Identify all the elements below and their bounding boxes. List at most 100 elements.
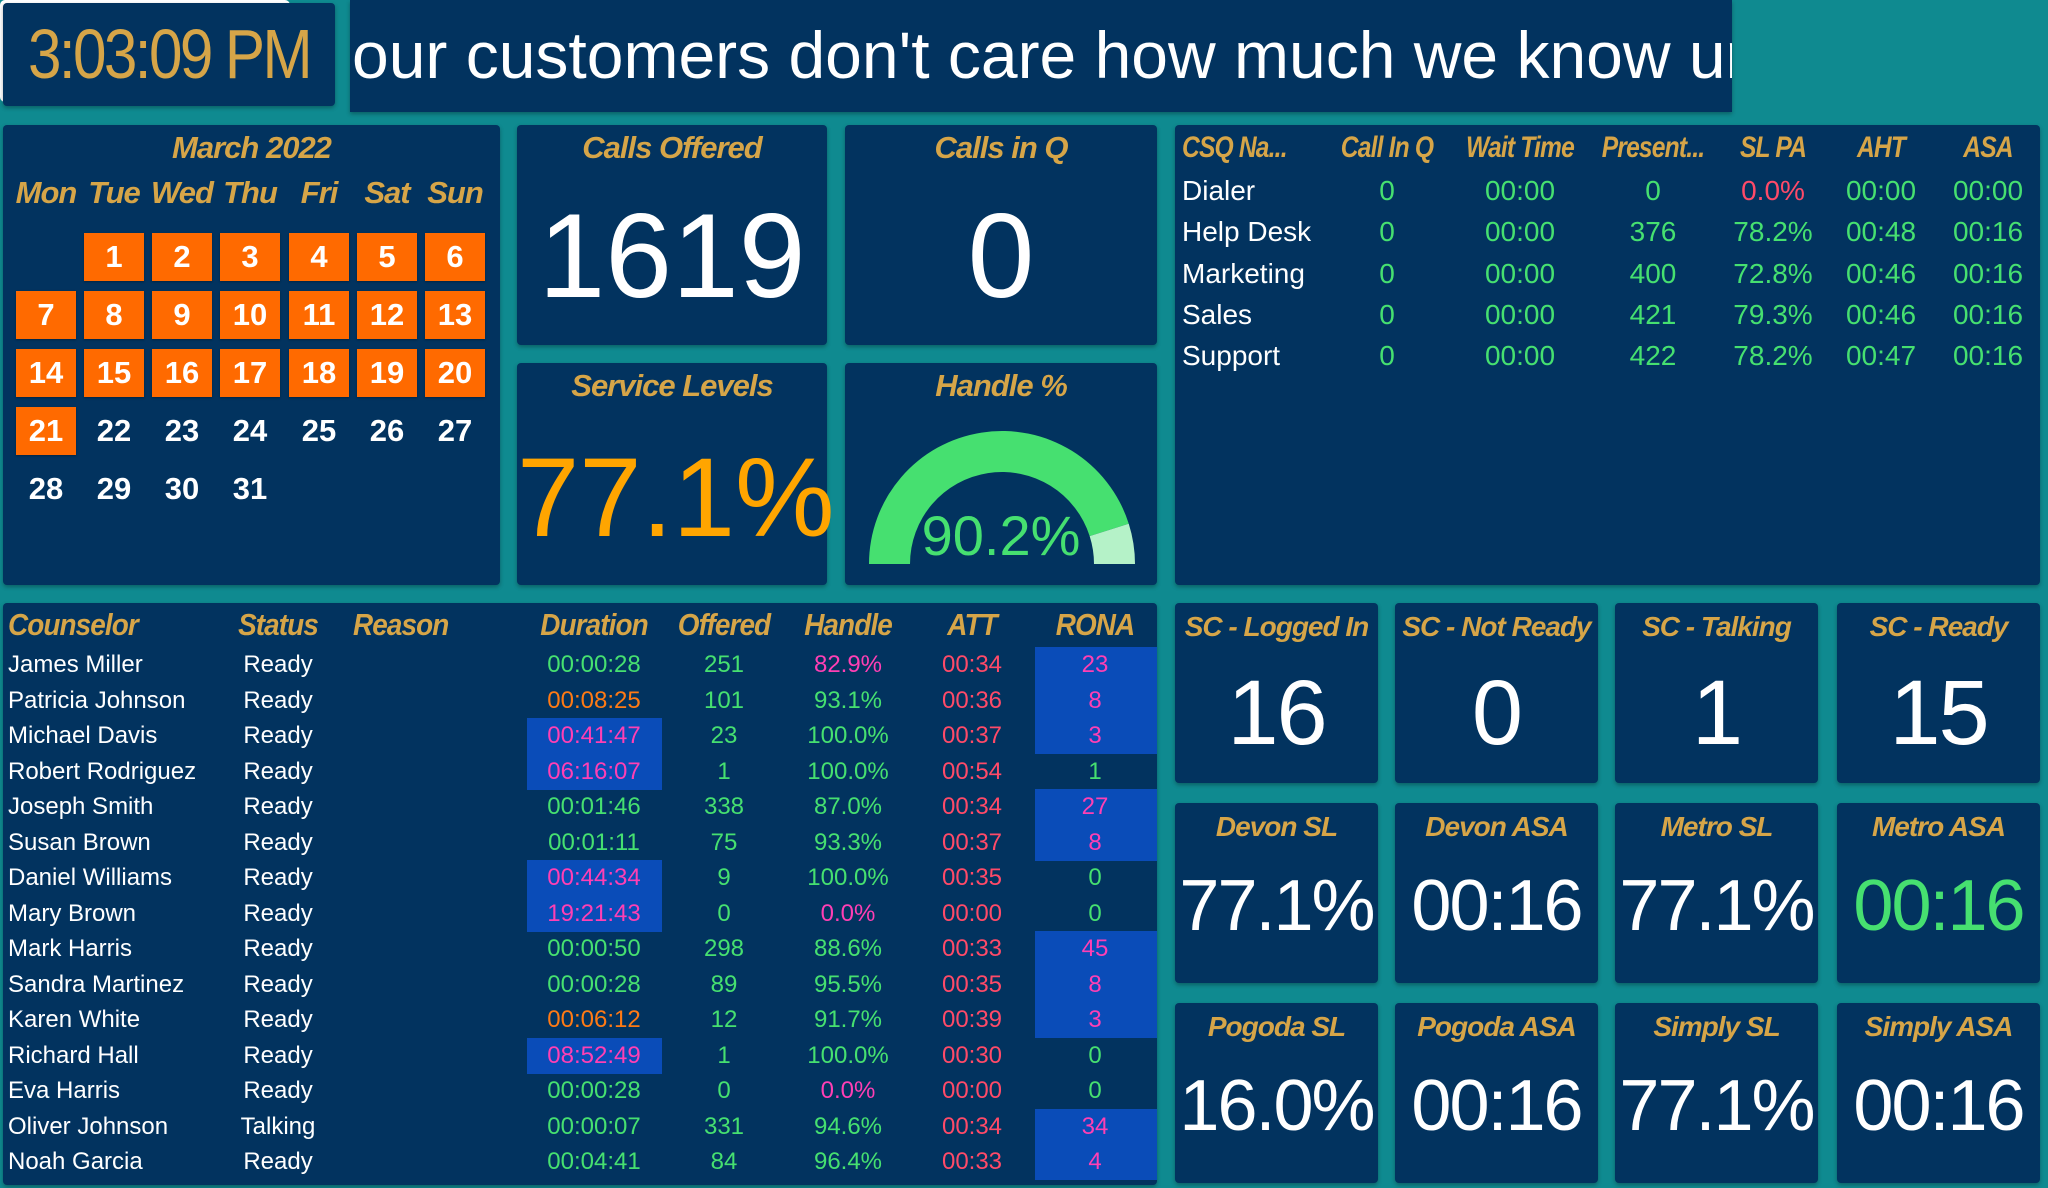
csq-cell: 00:47 [1845, 340, 1917, 372]
counselor-rona: 0 [1088, 864, 1102, 891]
tile-label: SC - Logged In [1184, 611, 1370, 642]
csq-header-2: Wait Time [1466, 131, 1575, 164]
counselor-handle: 95.5% [813, 970, 883, 998]
calendar-day: 13 [425, 291, 485, 339]
calls-offered-value: 1619 [538, 189, 806, 323]
tile-value: 16 [1227, 662, 1327, 764]
service-levels-panel: Service Levels 77.1% [517, 363, 835, 585]
csq-name: Help Desk [1182, 216, 1312, 248]
tile-value: 77.1% [1619, 866, 1815, 946]
tile-simply-sl: Simply SL 77.1% [1615, 1003, 1818, 1183]
calendar-day: 2 [152, 233, 212, 281]
csq-cell: 00:00 [1845, 175, 1917, 206]
counselor-rona: 8 [1088, 970, 1102, 998]
counselor-att: 00:36 [941, 686, 1003, 714]
counselor-status: Ready [243, 828, 313, 856]
service-levels-label: Service Levels [571, 368, 773, 403]
counselor-name: Robert Rodriguez [8, 757, 197, 785]
duration-highlight [527, 860, 662, 896]
service-levels-value: 77.1% [517, 435, 835, 560]
counselor-handle: 87.0% [813, 793, 883, 820]
counselor-duration: 06:16:07 [547, 757, 641, 785]
counselor-handle: 100.0% [807, 757, 889, 785]
counselor-att: 00:35 [941, 864, 1003, 891]
counselor-duration: 00:00:28 [547, 651, 641, 678]
counselor-rona: 8 [1088, 828, 1102, 856]
csq-cell: 0 [1379, 175, 1395, 206]
rona-highlight [1035, 1002, 1157, 1038]
duration-highlight [527, 718, 662, 754]
counselor-duration: 00:44:34 [547, 864, 641, 891]
counselor-rona: 0 [1088, 1077, 1102, 1104]
csq-cell: 0.0% [1741, 175, 1805, 206]
tile-pogoda-sl: Pogoda SL 16.0% [1175, 1003, 1378, 1183]
tile-simply-asa: Simply ASA 00:16 [1837, 1003, 2040, 1183]
duration-highlight [527, 895, 662, 932]
counselor-name: Oliver Johnson [8, 1112, 169, 1140]
tile-devon-sl: Devon SL 77.1% [1175, 803, 1378, 983]
tile-metro-sl: Metro SL 77.1% [1615, 803, 1818, 983]
csq-name: Dialer [1182, 175, 1256, 206]
counselor-header-status: Status [238, 607, 319, 642]
counselor-rona: 8 [1088, 686, 1102, 714]
calls-offered-panel: Calls Offered 1619 [517, 125, 827, 345]
counselor-status: Ready [243, 1148, 313, 1175]
counselor-status: Talking [240, 1112, 316, 1140]
counselor-offered: 338 [703, 793, 745, 820]
counselor-table: Counselor Status Reason Duration Offered Hand… [3, 603, 1157, 1185]
rona-highlight [1035, 1108, 1157, 1145]
counselor-offered: 75 [710, 828, 738, 856]
csq-cell: 00:48 [1845, 216, 1917, 248]
counselor-offered: 331 [703, 1112, 745, 1140]
counselor-handle: 91.7% [813, 1006, 883, 1033]
counselor-name: Noah Garcia [8, 1148, 143, 1175]
tile-label: Devon ASA [1425, 811, 1568, 842]
calendar-day: 10 [220, 291, 280, 339]
calendar-day: 16 [152, 349, 212, 397]
calendar-day: 11 [289, 291, 349, 339]
weekday-sun: Sun [427, 175, 484, 210]
rona-highlight [1035, 682, 1157, 719]
tile-sc-logged-in: SC - Logged In 16 [1175, 603, 1378, 783]
csq-cell: 0 [1645, 175, 1661, 206]
counselor-header-reason: Reason [353, 607, 449, 642]
csq-header-3: Present... [1601, 131, 1705, 164]
counselor-att: 00:37 [941, 828, 1003, 856]
counselor-duration: 00:06:12 [547, 1006, 641, 1033]
calls-in-q-panel: Calls in Q 0 [845, 125, 1157, 345]
counselor-duration: 00:01:11 [548, 828, 640, 856]
counselor-att: 00:39 [941, 1006, 1003, 1033]
counselor-duration: 00:00:50 [547, 935, 641, 962]
calendar-day: 6 [425, 233, 485, 281]
counselor-duration: 00:00:28 [547, 970, 641, 998]
counselor-name: Eva Harris [8, 1077, 121, 1104]
rona-highlight [1035, 824, 1157, 861]
tile-label: SC - Not Ready [1402, 611, 1591, 642]
gauge-remainder [1089, 523, 1135, 564]
tile-label: Pogoda SL [1207, 1011, 1346, 1042]
counselor-status: Ready [243, 864, 313, 891]
counselor-duration: 00:00:28 [547, 1077, 641, 1104]
counselor-duration: 00:00:07 [547, 1112, 641, 1140]
counselor-name: Michael Davis [8, 722, 158, 749]
tile-devon-asa: Devon ASA 00:16 [1395, 803, 1598, 983]
counselor-handle: 0.0% [820, 899, 876, 927]
tile-value: 0 [1471, 662, 1523, 764]
csq-name: Marketing [1182, 257, 1305, 289]
counselor-duration: 00:41:47 [547, 722, 641, 749]
counselor-att: 00:33 [941, 1148, 1003, 1175]
csq-header-5: AHT [1856, 131, 1906, 164]
tile-label: SC - Talking [1642, 611, 1792, 642]
tile-value: 1 [1691, 662, 1743, 764]
tile-value: 15 [1889, 662, 1989, 764]
counselor-status: Ready [243, 722, 313, 749]
tile-value: 16.0% [1179, 1066, 1375, 1146]
weekday-sat: Sat [364, 175, 410, 210]
counselor-status: Ready [243, 1006, 313, 1033]
counselor-handle: 88.6% [813, 935, 883, 962]
csq-cell: 00:16 [1952, 340, 2024, 372]
calendar-day: 23 [164, 413, 200, 448]
calendar-day: 21 [16, 407, 76, 455]
counselor-att: 00:00 [941, 1077, 1003, 1104]
counselor-status: Ready [243, 793, 313, 820]
